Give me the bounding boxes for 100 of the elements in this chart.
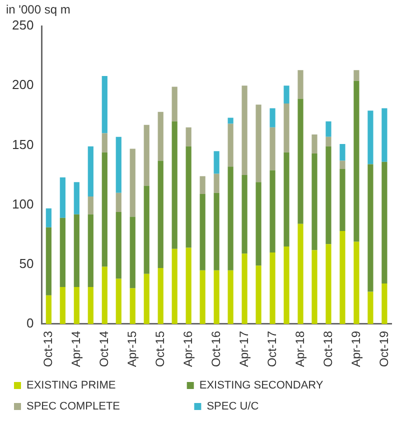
bar xyxy=(382,162,388,284)
bar xyxy=(116,212,122,279)
bar xyxy=(74,182,80,214)
bar xyxy=(340,160,346,170)
bar xyxy=(88,196,94,214)
x-tick-label: Apr-19 xyxy=(348,330,363,368)
bar xyxy=(270,127,276,170)
bar xyxy=(60,177,66,218)
x-tick-label: Apr-15 xyxy=(124,330,139,368)
bar xyxy=(312,154,318,250)
bar xyxy=(368,164,374,292)
bar xyxy=(186,127,192,146)
bar xyxy=(214,151,220,174)
x-tick-label: Oct-16 xyxy=(208,330,223,367)
bar xyxy=(116,278,122,324)
y-tick-label: 250 xyxy=(12,18,34,33)
y-tick-label: 150 xyxy=(12,136,34,152)
x-tick-label: Apr-17 xyxy=(236,330,251,368)
bar xyxy=(130,216,136,288)
bar xyxy=(172,86,178,122)
bar xyxy=(382,283,388,324)
bar xyxy=(144,274,150,324)
legend-label: SPEC U/C xyxy=(206,400,338,413)
bar xyxy=(312,134,318,154)
bar xyxy=(46,295,52,324)
x-tick-label: Apr-14 xyxy=(68,330,83,368)
bar xyxy=(298,224,304,324)
y-axis-title: in '000 sq m xyxy=(6,2,70,16)
bar xyxy=(340,144,346,161)
bar xyxy=(326,244,332,324)
bar xyxy=(312,250,318,324)
legend-label: SPEC COMPLETE xyxy=(26,400,184,413)
bar xyxy=(60,287,66,324)
bar xyxy=(74,214,80,288)
bar xyxy=(130,288,136,324)
bar xyxy=(88,214,94,288)
x-tick-label: Oct-13 xyxy=(40,330,55,367)
bar xyxy=(270,108,276,128)
legend-label: EXISTING PRIME xyxy=(26,380,177,392)
bar xyxy=(284,86,290,104)
bar xyxy=(340,169,346,232)
bar xyxy=(214,192,220,270)
bar xyxy=(102,266,108,324)
y-tick-label: 200 xyxy=(12,77,34,92)
bar xyxy=(200,176,206,194)
bar xyxy=(242,86,248,175)
bar xyxy=(46,208,52,228)
bar xyxy=(284,152,290,247)
bar xyxy=(172,248,178,324)
bar xyxy=(88,287,94,324)
bar xyxy=(88,146,94,196)
bar xyxy=(326,146,332,244)
bar xyxy=(144,186,150,274)
legend-label: EXISTING SECONDARY xyxy=(199,380,372,392)
bar xyxy=(298,98,304,224)
bar xyxy=(228,118,234,124)
bar xyxy=(186,248,192,324)
bar xyxy=(326,121,332,137)
bar xyxy=(228,166,234,270)
bar xyxy=(102,152,108,267)
bar xyxy=(74,287,80,324)
bar xyxy=(200,194,206,270)
bar xyxy=(256,266,262,324)
bar xyxy=(354,242,360,324)
x-tick-label: Oct-19 xyxy=(376,330,391,367)
bar xyxy=(270,170,276,252)
x-tick-label: Apr-18 xyxy=(292,330,307,368)
bar xyxy=(228,270,234,324)
bar xyxy=(158,268,164,324)
bar xyxy=(368,110,374,164)
x-tick-label: Oct-14 xyxy=(96,330,111,367)
bar xyxy=(284,246,290,324)
bar xyxy=(116,192,122,212)
bar xyxy=(256,104,262,182)
bar xyxy=(270,252,276,324)
x-tick-label: Oct-15 xyxy=(152,330,167,367)
y-tick-label: 100 xyxy=(12,196,34,212)
bar xyxy=(102,133,108,152)
bar xyxy=(242,174,248,254)
y-tick-label: 0 xyxy=(26,316,34,331)
x-tick-label: Oct-18 xyxy=(320,330,335,367)
bar xyxy=(228,124,234,167)
bar xyxy=(60,218,66,288)
bar xyxy=(284,103,290,152)
bar xyxy=(354,80,360,242)
bar xyxy=(382,108,388,162)
bar xyxy=(242,254,248,324)
bar xyxy=(368,292,374,324)
bar xyxy=(158,160,164,268)
bar xyxy=(340,231,346,324)
bar xyxy=(46,227,52,296)
bar xyxy=(354,70,360,81)
x-tick-label: Oct-17 xyxy=(264,330,279,367)
bar xyxy=(298,70,304,99)
bar xyxy=(158,112,164,161)
bar xyxy=(144,124,150,186)
bar xyxy=(116,136,122,193)
bar xyxy=(214,270,220,324)
x-tick-label: Apr-16 xyxy=(180,330,195,368)
bar xyxy=(130,148,136,217)
